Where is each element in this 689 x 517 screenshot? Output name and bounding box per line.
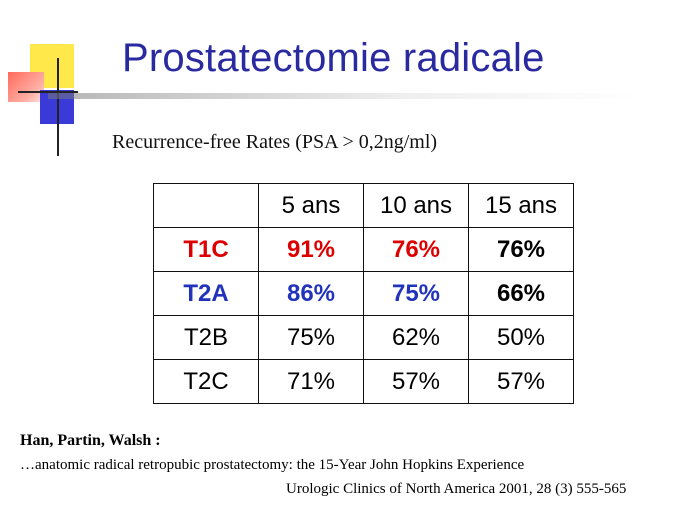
header-cell-10-ans: 10 ans xyxy=(363,183,469,228)
row-label-t2a: T2A xyxy=(153,271,259,316)
cell-t2b-10: 62% xyxy=(363,315,469,360)
table-row: T2B 75% 62% 50% xyxy=(153,315,574,360)
reference-journal: Urologic Clinics of North America 2001, … xyxy=(286,481,627,497)
header-cell-15-ans: 15 ans xyxy=(468,183,574,228)
cell-t1c-15: 76% xyxy=(468,227,574,272)
cell-t1c-10: 76% xyxy=(363,227,469,272)
cell-t2c-5: 71% xyxy=(258,359,364,404)
cell-t2a-10: 75% xyxy=(363,271,469,316)
table-row: T2C 71% 57% 57% xyxy=(153,359,574,404)
cell-t2a-15: 66% xyxy=(468,271,574,316)
reference-authors: Han, Partin, Walsh : xyxy=(20,432,161,449)
cell-t1c-5: 91% xyxy=(258,227,364,272)
table-row: T2A 86% 75% 66% xyxy=(153,271,574,316)
reference-title: …anatomic radical retropubic prostatecto… xyxy=(20,457,525,473)
header-cell-5-ans: 5 ans xyxy=(258,183,364,228)
cell-t2c-15: 57% xyxy=(468,359,574,404)
slide-title: Prostatectomie radicale xyxy=(122,36,545,80)
header-cell-empty xyxy=(153,183,259,228)
row-label-t2c: T2C xyxy=(153,359,259,404)
table-header-row: 5 ans 10 ans 15 ans xyxy=(153,183,574,228)
table-row: T1C 91% 76% 76% xyxy=(153,227,574,272)
cell-t2c-10: 57% xyxy=(363,359,469,404)
recurrence-table: 5 ans 10 ans 15 ans T1C 91% 76% 76% T2A … xyxy=(153,183,574,404)
slide-subtitle: Recurrence-free Rates (PSA > 0,2ng/ml) xyxy=(112,131,438,153)
logo-red-square xyxy=(8,72,44,102)
cell-t2a-5: 86% xyxy=(258,271,364,316)
cell-t2b-5: 75% xyxy=(258,315,364,360)
row-label-t1c: T1C xyxy=(153,227,259,272)
title-underline xyxy=(48,93,638,99)
cell-t2b-15: 50% xyxy=(468,315,574,360)
row-label-t2b: T2B xyxy=(153,315,259,360)
logo-vertical-line xyxy=(57,58,59,156)
logo-horizontal-line xyxy=(18,91,78,93)
